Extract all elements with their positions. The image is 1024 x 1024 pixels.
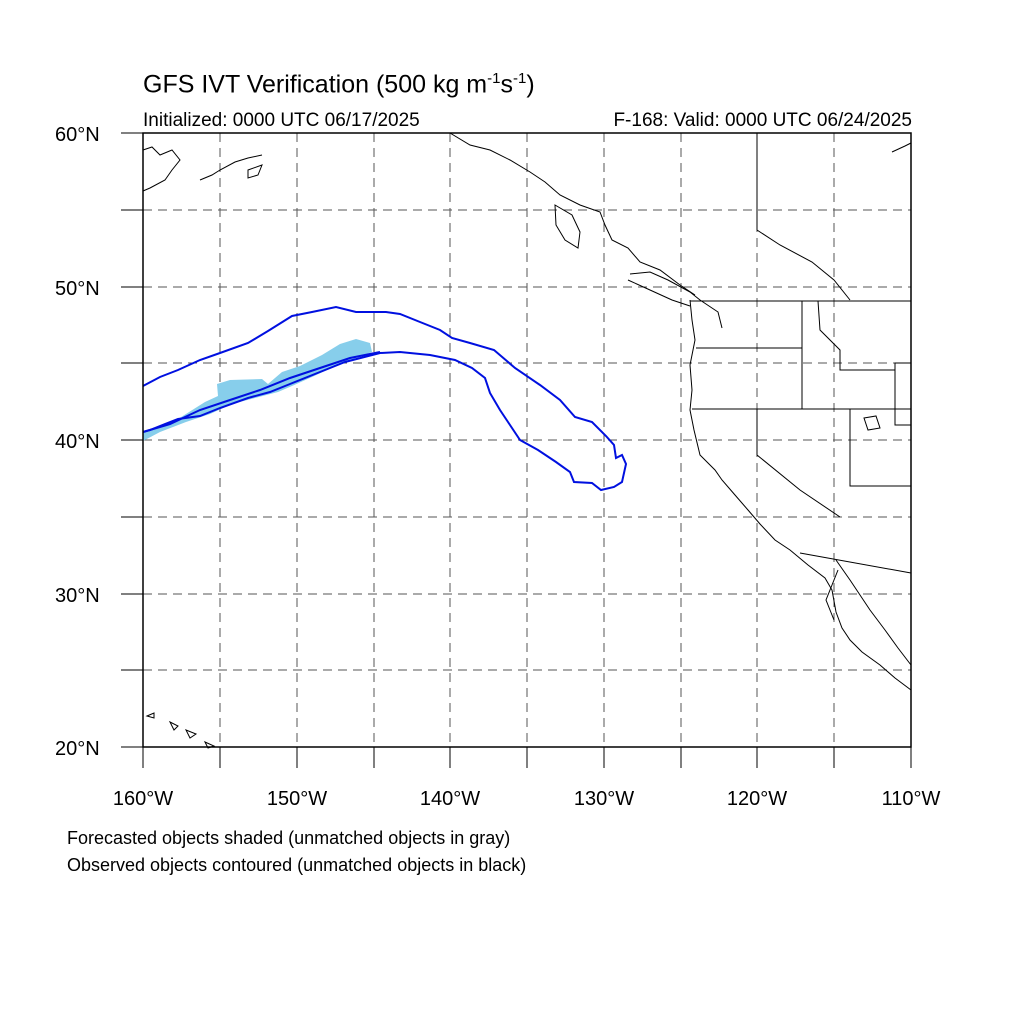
lon-label-140w: 140°W — [420, 788, 480, 810]
initialized-time: Initialized: 0000 UTC 06/17/2025 — [143, 110, 420, 131]
lon-label-150w: 150°W — [267, 788, 327, 810]
lat-label-50: 50°N — [55, 278, 100, 300]
legend-notes: Forecasted objects shaded (unmatched obj… — [67, 825, 526, 879]
lon-label-110w: 110°W — [882, 788, 941, 810]
valid-time: F-168: Valid: 0000 UTC 06/24/2025 — [613, 110, 912, 131]
lat-label-30: 30°N — [55, 585, 100, 607]
coastlines — [142, 132, 912, 749]
lon-label-130w: 130°W — [574, 788, 634, 810]
lat-label-40: 40°N — [55, 431, 100, 453]
observed-object — [142, 305, 628, 492]
legend-forecast-note: Forecasted objects shaded (unmatched obj… — [67, 828, 511, 848]
lat-label-20: 20°N — [55, 738, 100, 760]
chart-title: GFS IVT Verification (500 kg m-1s-1) — [143, 70, 535, 99]
lat-label-60: 60°N — [55, 124, 100, 146]
lon-label-120w: 120°W — [727, 788, 787, 810]
lon-label-160w: 160°W — [113, 788, 173, 810]
legend-observed-note: Observed objects contoured (unmatched ob… — [67, 855, 527, 875]
graticule — [143, 133, 911, 747]
axis-ticks — [121, 132, 912, 768]
